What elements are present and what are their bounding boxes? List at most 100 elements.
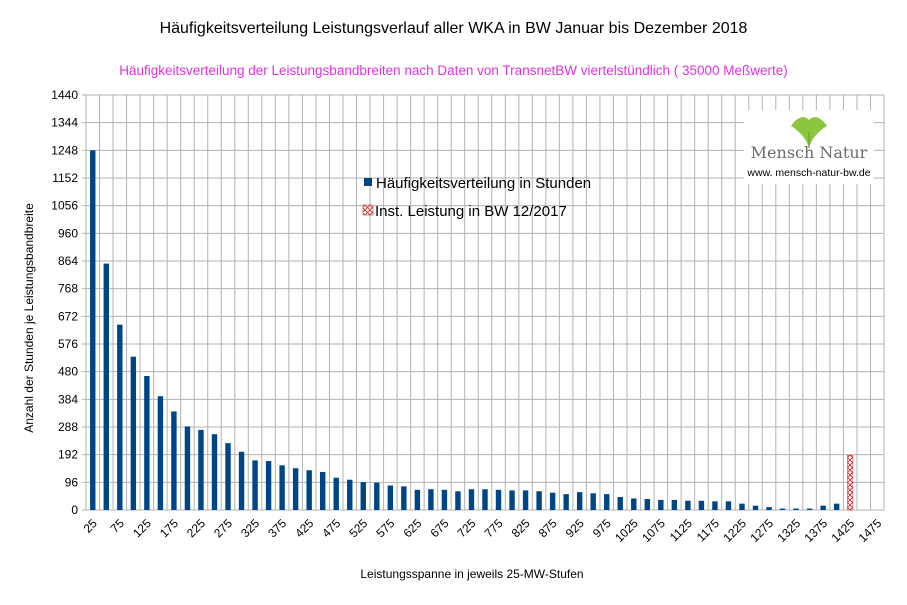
y-axis-label: Anzahl der Stunden je Leistungsbandbreit… [22, 203, 36, 433]
x-tick-label: 1175 [694, 516, 722, 544]
bar-hours [90, 150, 96, 511]
x-tick-label: 1075 [639, 516, 668, 545]
bar-hours [319, 471, 326, 510]
x-axis-label: Leistungsspanne in jeweils 25-MW-Stufen [360, 567, 583, 581]
bar-hours [238, 451, 245, 510]
bar-hours [590, 493, 596, 510]
bar-hours [576, 492, 583, 510]
logo-brand: Mensch Natur [750, 143, 868, 162]
bar-installed [847, 454, 854, 511]
x-tick-label: 1475 [856, 516, 885, 545]
x-tick-label: 1225 [720, 516, 749, 545]
bar-hours [604, 494, 610, 510]
bar-hours [833, 503, 840, 510]
bar-hours [225, 443, 231, 510]
x-tick-label: 625 [400, 516, 424, 540]
bar-hours [265, 461, 272, 510]
bar-hours [685, 500, 691, 510]
bar-hours [279, 465, 285, 510]
bar-hours [631, 498, 637, 510]
chart-title: Häufigkeitsverteilung Leistungsverlauf a… [159, 20, 748, 37]
x-tick-label: 925 [563, 516, 587, 540]
legend-swatch-installed [362, 204, 374, 216]
y-tick-label: 576 [58, 337, 78, 351]
bar-hours [333, 477, 339, 510]
bar-hours [414, 489, 421, 510]
bar-hours [482, 489, 488, 510]
legend-label-hours: Häufigkeitsverteilung in Stunden [376, 175, 591, 192]
y-tick-label: 192 [58, 448, 78, 462]
bar-hours [184, 426, 191, 510]
bar-hours [563, 494, 569, 510]
x-tick-label: 375 [265, 516, 289, 540]
x-tick-label: 1125 [667, 516, 695, 544]
bar-hours [793, 508, 799, 510]
bar-hours [468, 489, 475, 510]
x-tick-label: 1375 [801, 516, 830, 545]
y-tick-label: 1248 [51, 143, 78, 157]
x-tick-label: 475 [319, 516, 343, 540]
x-tick-label: 1425 [829, 516, 858, 545]
y-tick-label: 1056 [51, 199, 78, 213]
x-tick-label: 175 [157, 516, 181, 540]
x-tick-label: 425 [292, 516, 316, 540]
bar-hours [725, 501, 732, 510]
y-tick-label: 1344 [51, 116, 78, 130]
y-tick-label: 480 [58, 365, 78, 379]
bar-hours [536, 491, 542, 510]
x-tick-label: 775 [482, 516, 506, 540]
y-tick-label: 288 [58, 420, 78, 434]
bar-hours [360, 482, 366, 510]
x-tick-label: 75 [108, 516, 128, 536]
bar-hours [617, 497, 623, 510]
x-tick-label: 975 [590, 516, 614, 540]
bar-hours [387, 485, 394, 510]
bar-hours [144, 375, 150, 510]
legend-label-installed: Inst. Leistung in BW 12/2017 [375, 203, 567, 220]
bar-hours [171, 411, 177, 510]
bar-hours [292, 468, 299, 510]
logo: Mensch Natur www. mensch-natur-bw.de [744, 110, 874, 184]
y-tick-label: 96 [65, 475, 79, 489]
x-tick-label: 1025 [612, 516, 641, 545]
bar-hours [441, 489, 448, 510]
bar-hours [658, 499, 664, 510]
bar-hours [549, 492, 556, 510]
y-tick-label: 864 [58, 254, 78, 268]
bar-hours [766, 507, 772, 510]
logo-url: www. mensch-natur-bw.de [747, 167, 871, 179]
x-tick-label: 875 [536, 516, 560, 540]
bar-hours [455, 491, 461, 510]
bar-hours [671, 499, 678, 510]
x-tick-label: 325 [238, 516, 262, 540]
x-tick-label: 25 [81, 516, 101, 536]
bar-hours [252, 460, 258, 510]
x-tick-label: 525 [346, 516, 370, 540]
ginkgo-leaf-icon [791, 117, 827, 148]
bar-hours [211, 434, 218, 510]
legend: Häufigkeitsverteilung in Stunden Inst. L… [362, 175, 591, 220]
bar-hours [130, 356, 137, 510]
x-tick-label: 275 [211, 516, 235, 540]
bar-hours [428, 489, 434, 510]
bar-hours [495, 489, 502, 510]
legend-swatch-hours [364, 178, 372, 186]
y-tick-label: 1440 [51, 88, 78, 102]
bar-hours [198, 429, 204, 510]
bar-hours [522, 490, 529, 510]
x-tick-label: 125 [130, 516, 154, 540]
bar-hours [820, 505, 826, 510]
bar-hours [401, 486, 407, 510]
x-tick-label: 825 [509, 516, 533, 540]
y-tick-label: 384 [58, 392, 78, 406]
y-tick-label: 960 [58, 226, 78, 240]
x-tick-label: 1275 [747, 516, 776, 545]
bar-hours [712, 501, 718, 510]
bar-hours [739, 503, 745, 510]
bar-hours [157, 396, 164, 510]
bar-hours [117, 324, 123, 510]
x-tick-label: 1325 [774, 516, 803, 545]
x-tick-label: 225 [184, 516, 208, 540]
y-tick-label: 768 [58, 282, 78, 296]
